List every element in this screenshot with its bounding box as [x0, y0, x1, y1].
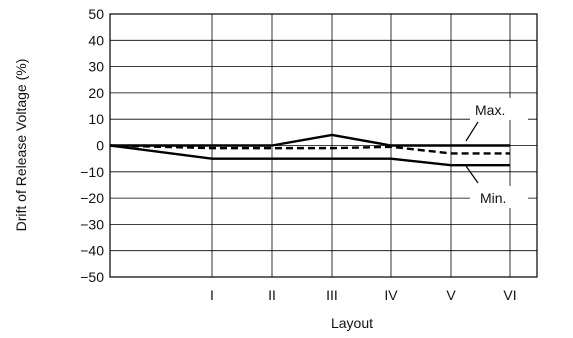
x-tick-labels: I II III IV V VI — [210, 287, 517, 303]
y-tick-label: −10 — [80, 164, 104, 180]
y-axis-label: Drift of Release Voltage (%) — [13, 59, 29, 232]
annotation-max-background — [470, 98, 528, 120]
series-layer — [109, 133, 510, 167]
annotation-min-label: Min. — [480, 190, 506, 206]
annotation-max: Max. — [465, 98, 528, 142]
y-tick-label: 40 — [88, 32, 104, 48]
y-tick-label: 20 — [88, 85, 104, 101]
annotation-min-leader — [465, 165, 479, 184]
x-tick-label: IV — [384, 287, 398, 303]
x-tick-label: III — [326, 287, 338, 303]
y-tick-label: −30 — [80, 216, 104, 232]
x-tick-label: V — [446, 287, 456, 303]
x-tick-label: VI — [503, 287, 516, 303]
annotation-max-leader — [465, 121, 479, 142]
y-tick-label: −20 — [80, 190, 104, 206]
annotation-min-background — [470, 186, 528, 208]
y-tick-label: 0 — [96, 138, 104, 154]
y-tick-label: 50 — [88, 6, 104, 22]
y-tick-label: −40 — [80, 243, 104, 259]
annotation-max-label: Max. — [475, 102, 505, 118]
y-tick-label: 10 — [88, 111, 104, 127]
y-tick-label: −50 — [80, 269, 104, 285]
series-line-2 — [109, 144, 510, 167]
x-tick-label: II — [268, 287, 276, 303]
series-line-3 — [109, 144, 510, 155]
series-line-1 — [110, 133, 510, 147]
y-tick-label: 30 — [88, 59, 104, 75]
x-tick-label: I — [210, 287, 214, 303]
y-tick-labels: 50 40 30 20 10 0 −10 −20 −30 −40 −50 — [80, 6, 104, 285]
x-axis-label: Layout — [331, 315, 373, 331]
annotation-min: Min. — [465, 165, 528, 208]
